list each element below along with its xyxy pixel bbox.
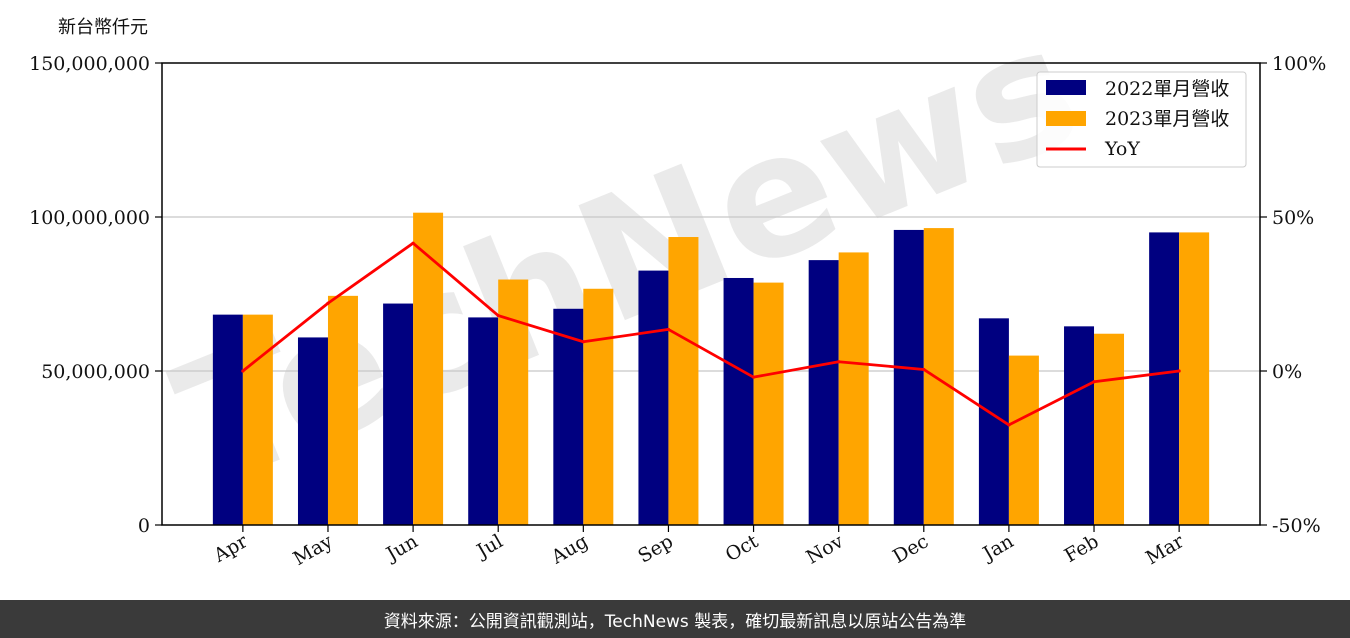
left-axis: 0 50,000,000 100,000,000 150,000,000 [29, 53, 162, 537]
bar-2023-jan [1008, 355, 1039, 525]
left-tick-label-3: 150,000,000 [29, 53, 150, 75]
bar-2022-oct [723, 277, 754, 525]
right-tick-label-0: -50% [1272, 515, 1321, 537]
bar-2023-aug [583, 288, 614, 525]
footer-source-bar: 資料來源：公開資訊觀測站，TechNews 製表，確切最新訊息以原站公告為準 [0, 600, 1350, 638]
x-tick-label-dec: Dec [889, 530, 932, 568]
left-tick-label-1: 50,000,000 [41, 361, 150, 383]
x-tick-label-may: May [290, 530, 337, 570]
legend-swatch-2022 [1046, 80, 1086, 95]
bar-2023-feb [1094, 333, 1125, 525]
bar-2022-apr [212, 314, 243, 525]
bar-2022-may [297, 337, 328, 525]
bar-2022-nov [808, 260, 839, 525]
legend-label-2022: 2022單月營收 [1105, 78, 1229, 100]
x-tick-label-jan: Jan [978, 530, 1018, 566]
yoy-point-dec [922, 367, 926, 372]
bar-2022-aug [553, 308, 584, 525]
right-axis: -50% 0% 50% 100% [1260, 53, 1326, 537]
legend-label-2023: 2023單月營收 [1105, 108, 1229, 130]
yoy-point-oct [751, 375, 756, 379]
bar-2022-dec [893, 229, 924, 525]
yoy-point-jul [496, 313, 500, 318]
x-tick-label-aug: Aug [547, 530, 592, 569]
legend-label-yoy: YoY [1104, 138, 1140, 160]
bar-2023-jun [413, 212, 444, 526]
bar-2023-oct [753, 282, 784, 525]
yoy-point-feb [1092, 380, 1096, 384]
unit-label: 新台幣仟元 [58, 17, 148, 38]
legend-swatch-2023 [1046, 111, 1086, 126]
x-tick-label-oct: Oct [722, 530, 763, 566]
yoy-point-apr [241, 369, 245, 373]
yoy-point-aug [581, 340, 585, 344]
x-tick-label-feb: Feb [1061, 530, 1103, 567]
plot-frame [161, 62, 1261, 526]
right-tick-label-3: 100% [1272, 53, 1326, 75]
yoy-point-jan [1007, 423, 1011, 427]
yoy-point-mar [1177, 369, 1181, 373]
bar-2023-mar [1179, 232, 1210, 525]
x-tick-label-jun: Jun [381, 530, 422, 566]
yoy-point-sep [666, 327, 671, 332]
yoy-line [241, 241, 1180, 427]
x-tick-label-nov: Nov [803, 530, 848, 569]
right-tick-label-1: 0% [1272, 361, 1302, 383]
yoy-line-layer [241, 241, 1181, 427]
right-tick-label-2: 50% [1272, 207, 1314, 229]
bar-2023-dec [923, 228, 954, 525]
left-tick-label-0: 0 [138, 515, 150, 537]
legend: 2022單月營收 2023單月營收 YoY [1036, 71, 1247, 168]
x-tick-label-mar: Mar [1142, 530, 1188, 569]
bar-2023-apr [242, 314, 273, 525]
bar-2022-mar [1149, 232, 1180, 525]
bar-2022-sep [638, 270, 669, 525]
x-tick-label-jul: Jul [472, 530, 507, 563]
bar-2022-jul [468, 317, 499, 525]
bar-2022-jun [383, 303, 414, 525]
yoy-point-jun [411, 241, 415, 245]
bar-2023-sep [668, 237, 699, 525]
legend-box [1036, 71, 1247, 168]
bar-2022-feb [1064, 326, 1095, 525]
revenue-chart: TechNews 新台幣仟元 0 50,000,000 100,000,000 150… [29, 0, 1326, 570]
source-text: 資料來源：公開資訊觀測站，TechNews 製表，確切最新訊息以原站公告為準 [383, 611, 967, 632]
bars [212, 212, 1210, 526]
watermark: TechNews [152, 0, 1104, 525]
x-tick-label-sep: Sep [634, 530, 677, 567]
bar-2023-nov [838, 252, 869, 526]
x-axis: Apr May Jun Jul Aug Sep Oct Nov Dec Jan Feb Mar [209, 525, 1188, 570]
x-tick-label-apr: Apr [209, 530, 252, 567]
left-tick-label-2: 100,000,000 [29, 207, 150, 229]
bar-2023-may [327, 295, 358, 525]
yoy-point-nov [837, 360, 841, 364]
yoy-point-may [326, 301, 330, 305]
